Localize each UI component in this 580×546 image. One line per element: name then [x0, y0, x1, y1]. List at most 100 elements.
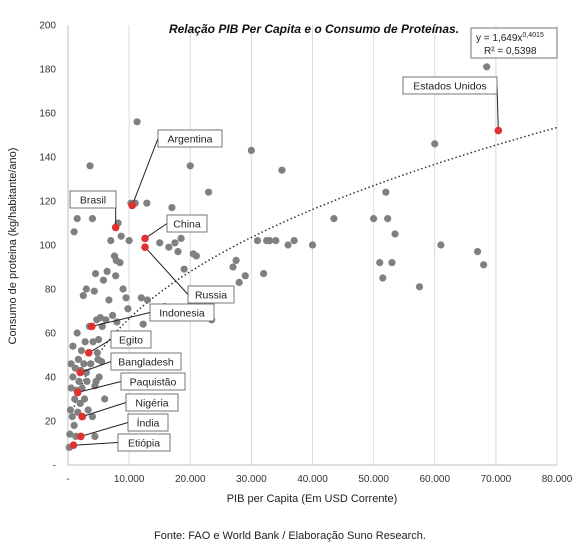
- callout-leader: [144, 246, 189, 295]
- data-point: [143, 199, 151, 207]
- data-point: [75, 377, 83, 385]
- callout-label: Nigéria: [135, 398, 168, 410]
- callout-leader: [73, 442, 119, 446]
- y-tick-labels: - 20 40 60 80 100 120 140 160 180 200: [39, 21, 56, 472]
- data-point: [81, 338, 89, 346]
- trendline-equation-box: y = 1,649x0,4015 R² = 0,5398: [470, 27, 558, 59]
- data-point: [192, 252, 200, 260]
- x-tick-label: -: [66, 474, 69, 485]
- data-point: [247, 146, 255, 154]
- data-point: [90, 287, 98, 295]
- data-point: [125, 237, 133, 245]
- data-point: [69, 342, 77, 350]
- y-tick-label: 160: [39, 109, 56, 120]
- callout-box: [157, 129, 223, 148]
- data-point: [73, 329, 81, 337]
- data-point: [168, 204, 176, 212]
- callout-box: [402, 76, 498, 95]
- data-point: [232, 256, 240, 264]
- data-point: [79, 292, 87, 300]
- data-point: [119, 285, 127, 293]
- data-point: [156, 239, 164, 247]
- data-point: [308, 241, 317, 249]
- callout-leader: [77, 381, 122, 393]
- data-point: [177, 234, 185, 242]
- callout-leader: [91, 312, 151, 327]
- data-point: [73, 215, 81, 223]
- y-tick-label: 60: [45, 329, 57, 340]
- data-point: [139, 320, 147, 328]
- callout-box: [117, 433, 171, 452]
- callout-box: [110, 352, 182, 371]
- data-point: [171, 239, 179, 247]
- data-point: [80, 360, 88, 368]
- data-point: [91, 432, 99, 440]
- data-point: [91, 270, 100, 278]
- y-tick-label: 40: [45, 373, 57, 384]
- x-tick-label: 10.000: [114, 474, 145, 485]
- callout-leader: [80, 422, 129, 437]
- data-point: [98, 358, 106, 366]
- callout-leader: [88, 339, 112, 354]
- x-tick-label: 50.000: [358, 474, 389, 485]
- data-point: [143, 296, 152, 304]
- highlighted-point: [84, 349, 93, 357]
- chart-title: Relação PIB Per Capita e o Consumo de Pr…: [169, 22, 459, 36]
- data-point: [229, 263, 237, 271]
- x-tick-label: 80.000: [542, 474, 573, 485]
- data-point: [116, 259, 124, 267]
- data-point: [382, 188, 390, 196]
- data-point: [241, 272, 249, 280]
- data-point: [88, 215, 97, 223]
- callout-label: Bangladesh: [118, 357, 174, 369]
- callout-box: [125, 393, 179, 412]
- y-tick-label: 80: [45, 285, 57, 296]
- highlighted-point: [88, 322, 96, 331]
- x-tick-label: 20.000: [175, 474, 206, 485]
- highlighted-point: [73, 388, 82, 397]
- callout-label: Etiópia: [128, 438, 160, 450]
- y-tick-label: 100: [39, 241, 56, 252]
- data-point: [483, 63, 491, 71]
- data-point: [99, 276, 108, 284]
- callout-label: Indonesia: [159, 308, 205, 320]
- y-axis-title: Consumo de proteina (kg/habitante/ano): [7, 148, 19, 345]
- data-point: [84, 406, 92, 414]
- data-point: [431, 140, 439, 148]
- data-point: [137, 294, 145, 302]
- data-point: [384, 215, 392, 223]
- data-point: [70, 228, 78, 236]
- data-point: [89, 338, 97, 346]
- data-point: [71, 364, 79, 372]
- axes: [67, 25, 557, 466]
- y-tick-label: 20: [45, 417, 57, 428]
- callout-leader: [81, 402, 127, 418]
- data-point: [68, 413, 76, 421]
- data-point: [174, 248, 182, 256]
- data-point: [379, 274, 387, 282]
- data-point: [391, 230, 399, 238]
- data-point: [109, 311, 117, 319]
- data-point: [105, 296, 113, 304]
- data-point: [272, 237, 280, 245]
- x-tick-label: 30.000: [236, 474, 267, 485]
- data-point: [290, 237, 298, 245]
- x-tick-labels: - 10.000 20.000 30.000 40.000 50.000 60.000 70.…: [66, 474, 572, 485]
- data-point: [260, 270, 268, 278]
- callout-box: [69, 190, 117, 209]
- callout-label: Brasil: [80, 195, 106, 207]
- data-point: [437, 241, 445, 249]
- data-point: [74, 355, 82, 363]
- highlighted-point: [76, 368, 85, 377]
- data-point: [83, 377, 91, 385]
- highlighted-point: [78, 412, 86, 421]
- callout-box: [149, 303, 215, 322]
- callout-label: Índia: [137, 417, 160, 430]
- country-callouts: Estados Unidos Argentina Brasil China Russia…: [69, 76, 499, 452]
- x-tick-label: 70.000: [481, 474, 512, 485]
- data-point: [204, 188, 213, 196]
- callout-label: Russia: [195, 290, 227, 302]
- data-point: [278, 166, 286, 174]
- data-point: [69, 373, 77, 381]
- data-point: [165, 243, 173, 251]
